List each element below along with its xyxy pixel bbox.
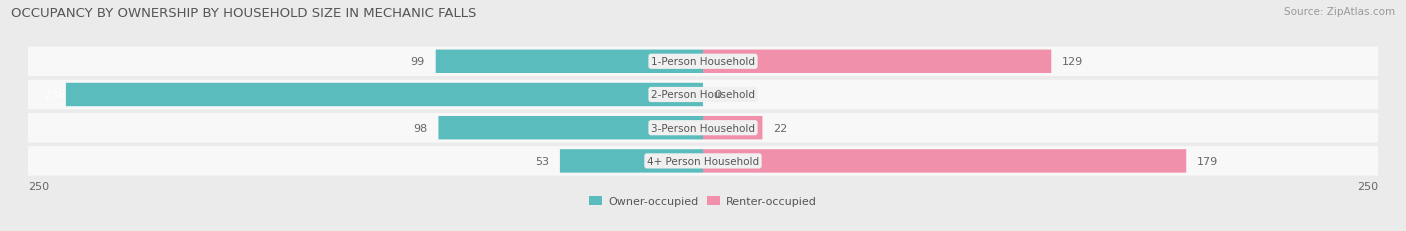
FancyBboxPatch shape (703, 50, 1052, 74)
Text: 98: 98 (413, 123, 427, 133)
Text: 250: 250 (1357, 181, 1378, 191)
Text: 0: 0 (714, 90, 721, 100)
Text: 1-Person Household: 1-Person Household (651, 57, 755, 67)
Text: 129: 129 (1062, 57, 1083, 67)
FancyBboxPatch shape (560, 149, 703, 173)
FancyBboxPatch shape (25, 146, 1381, 176)
Text: 179: 179 (1197, 156, 1218, 166)
Text: 53: 53 (536, 156, 550, 166)
FancyBboxPatch shape (25, 113, 1381, 143)
Text: 250: 250 (28, 181, 49, 191)
Text: 236: 236 (45, 90, 66, 100)
FancyBboxPatch shape (703, 149, 1187, 173)
Text: OCCUPANCY BY OWNERSHIP BY HOUSEHOLD SIZE IN MECHANIC FALLS: OCCUPANCY BY OWNERSHIP BY HOUSEHOLD SIZE… (11, 7, 477, 20)
FancyBboxPatch shape (25, 80, 1381, 110)
Text: 2-Person Household: 2-Person Household (651, 90, 755, 100)
Text: 3-Person Household: 3-Person Household (651, 123, 755, 133)
Legend: Owner-occupied, Renter-occupied: Owner-occupied, Renter-occupied (585, 191, 821, 210)
Text: 99: 99 (411, 57, 425, 67)
Text: 22: 22 (773, 123, 787, 133)
FancyBboxPatch shape (25, 47, 1381, 77)
FancyBboxPatch shape (436, 50, 703, 74)
FancyBboxPatch shape (703, 116, 762, 140)
Text: 4+ Person Household: 4+ Person Household (647, 156, 759, 166)
Text: Source: ZipAtlas.com: Source: ZipAtlas.com (1284, 7, 1395, 17)
FancyBboxPatch shape (439, 116, 703, 140)
FancyBboxPatch shape (66, 83, 703, 107)
